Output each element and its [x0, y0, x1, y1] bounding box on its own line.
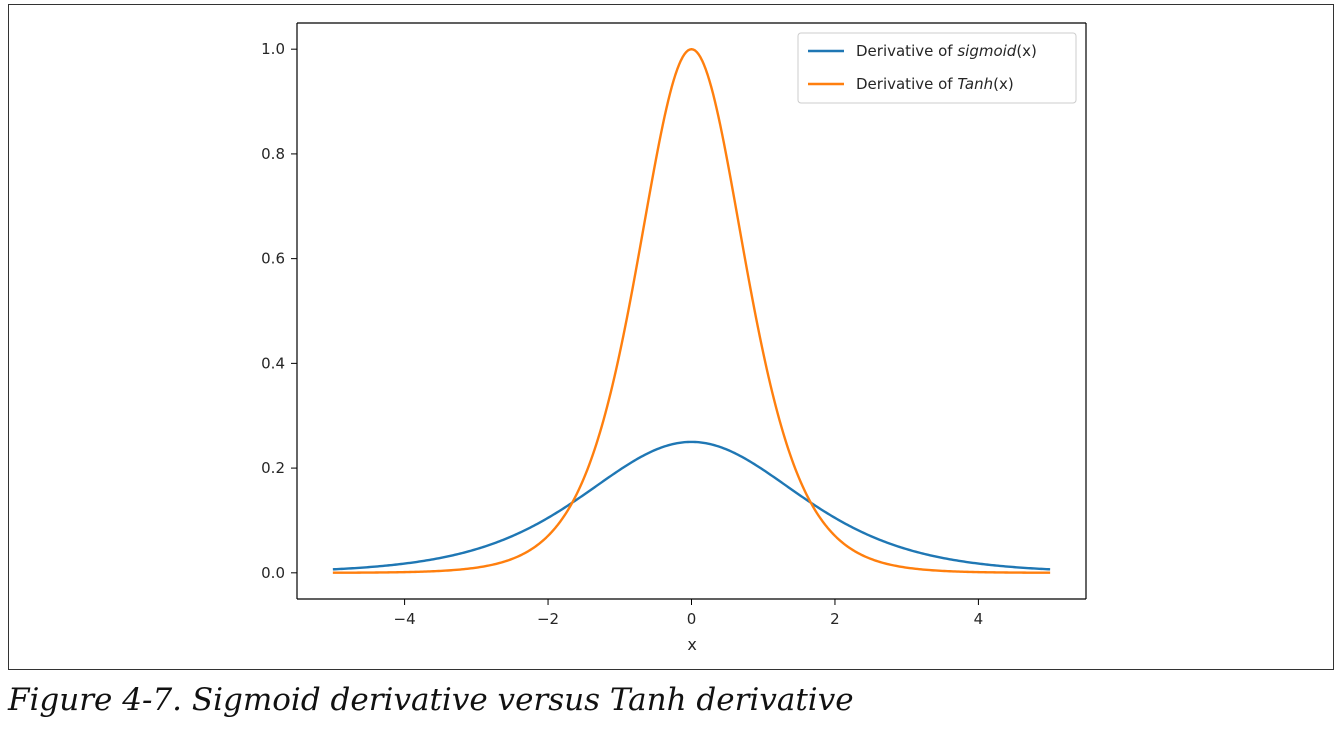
y-tick-label: 0.2: [261, 459, 285, 477]
y-tick-label: 0.4: [261, 354, 285, 372]
x-axis-label: x: [687, 635, 696, 654]
x-tick-label: −4: [394, 610, 416, 628]
x-tick-label: 2: [830, 610, 840, 628]
y-tick-label: 1.0: [261, 40, 285, 58]
figure-caption: Figure 4-7. Sigmoid derivative versus Ta…: [8, 682, 854, 718]
x-tick-label: 0: [687, 610, 697, 628]
x-tick-label: 4: [974, 610, 984, 628]
x-tick-label: −2: [537, 610, 559, 628]
chart: −4 −2 0 2 4 0.0 0.2 0.4 0.6 0.8 1.0 x Derivative of…: [0, 0, 1344, 680]
y-tick-label: 0.8: [261, 145, 285, 163]
legend-label-tanh: Derivative of Tanh(x): [856, 75, 1014, 93]
y-tick-label: 0.0: [261, 564, 285, 582]
plot-area: [297, 23, 1086, 599]
legend-label-sigmoid: Derivative of sigmoid(x): [856, 42, 1037, 60]
plot-background: [297, 23, 1086, 599]
legend: Derivative of sigmoid(x) Derivative of Ta…: [798, 33, 1076, 103]
y-tick-label: 0.6: [261, 250, 285, 268]
